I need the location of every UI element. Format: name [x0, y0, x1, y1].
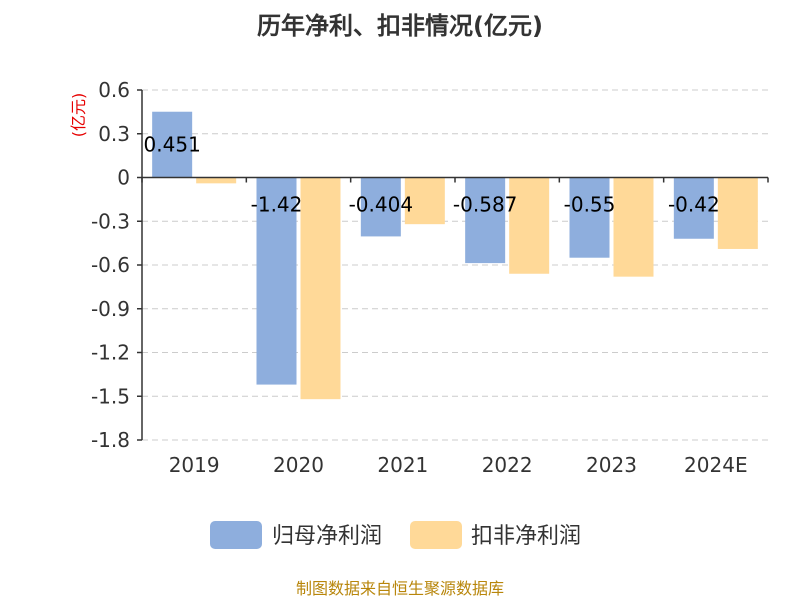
y-tick-label: -0.3 — [91, 209, 130, 233]
y-tick-label: 0.3 — [98, 122, 130, 146]
legend-label[interactable]: 扣非净利润 — [471, 524, 581, 549]
x-tick-label: 2019 — [169, 453, 220, 477]
bar-deducted-net-profit — [613, 177, 654, 277]
y-tick-label: -1.2 — [91, 341, 130, 365]
bar-parent-net-profit — [360, 177, 401, 237]
y-axis-unit-label: (亿元) — [69, 93, 88, 138]
y-tick-label: -1.8 — [91, 428, 130, 452]
bars — [152, 111, 758, 400]
bar-parent-net-profit — [465, 177, 506, 264]
y-tick-label: -0.9 — [91, 297, 130, 321]
data-label: -0.42 — [668, 193, 720, 217]
y-tick-label: 0.6 — [98, 78, 130, 102]
bar-parent-net-profit — [256, 177, 297, 385]
y-tick-label: -0.6 — [91, 253, 130, 277]
x-tick-label: 2023 — [586, 453, 637, 477]
grid-lines — [142, 89, 768, 441]
bar-parent-net-profit — [569, 177, 610, 258]
legend-swatch[interactable] — [210, 521, 262, 549]
data-label: -0.55 — [564, 193, 616, 217]
data-source-footer: 制图数据来自恒生聚源数据库 — [296, 579, 504, 598]
bar-deducted-net-profit — [509, 177, 550, 274]
bar-deducted-net-profit — [196, 177, 237, 184]
y-tick-label: -1.5 — [91, 384, 130, 408]
legend-swatch[interactable] — [410, 521, 462, 549]
bar-deducted-net-profit — [717, 177, 758, 249]
bar-deducted-net-profit — [404, 177, 445, 225]
y-tick-label: 0 — [117, 166, 130, 190]
legend-label[interactable]: 归母净利润 — [272, 524, 382, 549]
chart-title: 历年净利、扣非情况(亿元) — [257, 12, 543, 40]
bar-parent-net-profit — [673, 177, 714, 239]
data-label: 0.451 — [144, 133, 201, 157]
x-tick-label: 2022 — [482, 453, 533, 477]
bar-parent-net-profit — [152, 111, 193, 178]
data-labels: 0.451 -1.42 -0.404 -0.587 -0.55 -0.42 — [144, 133, 720, 217]
data-label: -1.42 — [251, 193, 303, 217]
x-tick-label: 2024E — [684, 453, 748, 477]
legend[interactable]: 归母净利润 扣非净利润 — [210, 521, 581, 549]
bar-deducted-net-profit — [300, 177, 341, 400]
x-tick-label: 2021 — [377, 453, 428, 477]
x-tick-label: 2020 — [273, 453, 324, 477]
data-label: -0.404 — [349, 193, 413, 217]
axes: 0.6 0.3 0 -0.3 -0.6 -0.9 -1.2 -1.5 -1.8 2019 2020 2… — [91, 78, 769, 477]
data-label: -0.587 — [453, 193, 517, 217]
